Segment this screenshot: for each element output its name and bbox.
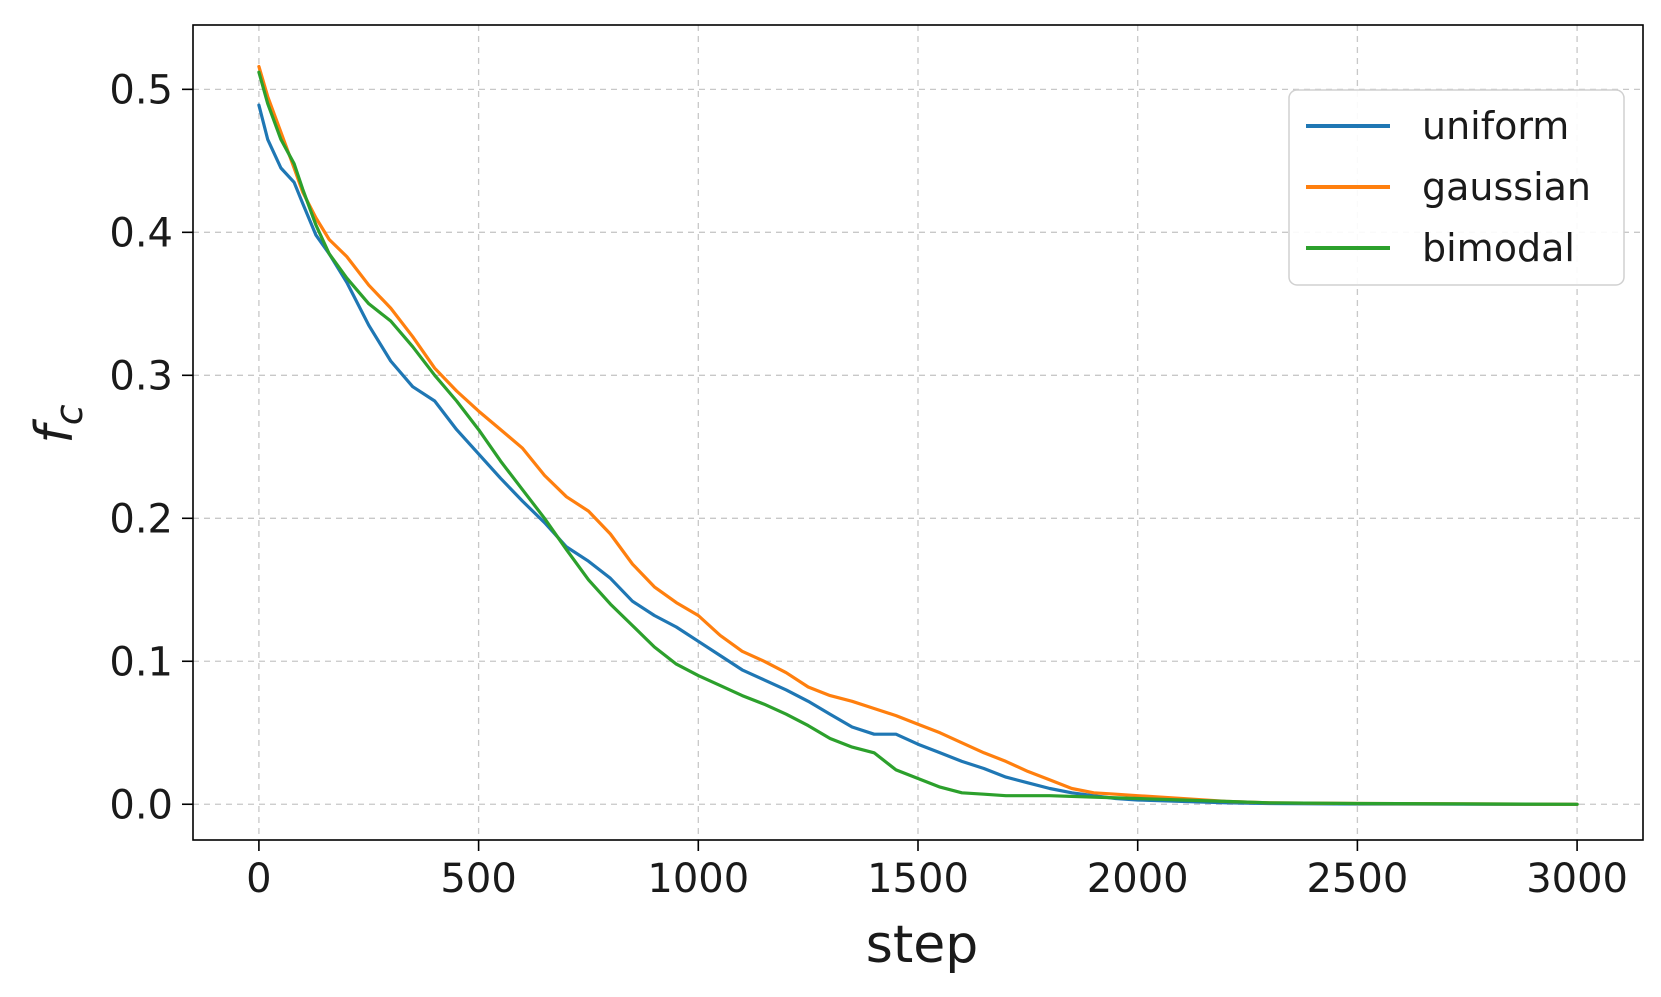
series-line-bimodal [257, 70, 1579, 806]
legend: uniform gaussian bimodal [1288, 89, 1625, 286]
x-tick-label: 2500 [1306, 856, 1408, 902]
x-tick-label: 500 [440, 856, 516, 902]
series-line-uniform [257, 103, 1579, 806]
y-tick-label: 0.1 [109, 639, 173, 685]
y-tick-label: 0.5 [109, 67, 173, 113]
y-tick-label: 0.0 [109, 782, 173, 828]
y-axis-ticks: 0.0 0.1 0.2 0.3 0.4 0.5 [109, 67, 193, 828]
y-tick-label: 0.4 [109, 210, 173, 256]
plot-series [257, 64, 1579, 806]
legend-label-uniform: uniform [1422, 104, 1569, 148]
x-tick-label: 1000 [647, 856, 749, 902]
series-line-gaussian [257, 64, 1579, 806]
x-tick-label: 3000 [1526, 856, 1628, 902]
y-axis-title-subscript: c [47, 404, 91, 425]
legend-items: uniform gaussian bimodal [1306, 104, 1591, 270]
legend-label-gaussian: gaussian [1422, 165, 1591, 209]
x-axis-title: step [866, 915, 978, 975]
x-tick-label: 0 [246, 856, 271, 902]
y-tick-label: 0.2 [109, 496, 173, 542]
legend-box [1288, 89, 1625, 286]
y-tick-label: 0.3 [109, 353, 173, 399]
x-tick-label: 2000 [1087, 856, 1189, 902]
x-axis-ticks: 0 500 1000 1500 2000 2500 3000 [246, 840, 1628, 902]
x-tick-label: 1500 [867, 856, 969, 902]
legend-label-bimodal: bimodal [1422, 226, 1575, 270]
